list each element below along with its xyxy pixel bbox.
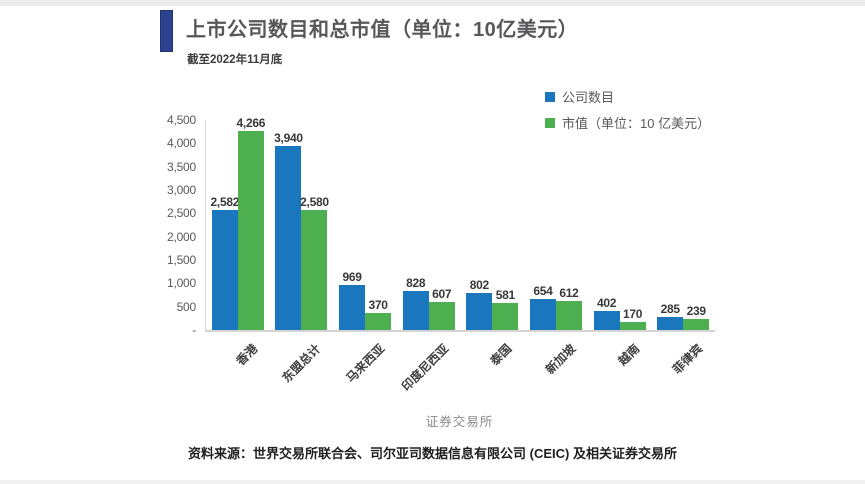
bar-companies-0	[211, 210, 238, 330]
plot-area: 2,582 4,266 3,940 2,580 969 370 828 607 802 581 65…	[205, 116, 715, 332]
bar-marketcap-7	[683, 319, 710, 330]
bar-value-label: 654	[533, 284, 553, 298]
bar-value-label: 170	[623, 307, 643, 321]
bar-companies-5	[529, 299, 556, 330]
x-category-label: 越南	[614, 341, 642, 369]
legend-item-marketcap: 市值（单位：10 亿美元）	[545, 113, 710, 132]
x-axis-title: 证券交易所	[425, 415, 494, 429]
y-tick-label: 1,500	[166, 253, 196, 267]
bar-value-label: 2,582	[210, 195, 240, 209]
bar-value-label: 370	[368, 298, 388, 312]
bar-marketcap-0	[237, 131, 264, 330]
bar-companies-2	[339, 285, 366, 330]
y-tick-label: 4,500	[166, 113, 196, 127]
top-edge-strip	[0, 0, 865, 6]
page-title: 上市公司数目和总市值（单位：10亿美元）	[186, 19, 579, 41]
x-category-label: 新加坡	[542, 341, 579, 377]
y-tick-label: 500	[176, 299, 197, 314]
bar-companies-6	[593, 311, 620, 330]
bar-marketcap-5	[555, 301, 582, 330]
bar-chart: 4,500 4,000 3,500 3,000 2,500 2,000 1,500 1,000…	[150, 85, 840, 445]
legend-swatch-marketcap-icon	[545, 117, 555, 128]
bar-companies-7	[657, 317, 684, 330]
y-tick-label: 2,000	[166, 229, 196, 244]
x-category-label: 香港	[233, 341, 261, 369]
x-category-label: 印度尼西亚	[398, 341, 452, 394]
bar-value-label: 828	[406, 276, 426, 290]
bar-value-label: 402	[597, 296, 617, 310]
title-accent-bar	[160, 10, 173, 52]
bar-marketcap-4	[492, 303, 519, 330]
bar-value-label: 607	[432, 287, 452, 301]
y-tick-label: 1,000	[166, 276, 196, 291]
bar-value-label: 969	[342, 270, 362, 284]
bar-marketcap-6	[619, 322, 646, 330]
legend-item-companies: 公司数目	[545, 87, 710, 106]
y-tick-label: -	[192, 323, 196, 337]
bar-marketcap-3	[428, 302, 455, 330]
x-category-label: 菲律宾	[670, 341, 706, 377]
legend-label-marketcap: 市值（单位：10 亿美元）	[562, 116, 711, 131]
x-category-label: 泰国	[487, 341, 515, 369]
bar-companies-1	[275, 146, 302, 330]
page-subtitle: 截至2022年11月底	[187, 54, 283, 66]
bar-marketcap-1	[301, 210, 328, 330]
y-tick-label: 3,000	[166, 183, 196, 197]
y-tick-label: 4,000	[166, 136, 196, 151]
bar-companies-4	[466, 293, 493, 330]
x-category-label: 马来西亚	[343, 341, 388, 386]
bar-value-label: 285	[660, 302, 680, 316]
y-tick-label: 2,500	[166, 206, 196, 221]
chart-legend: 公司数目 市值（单位：10 亿美元）	[545, 87, 710, 139]
source-note: 资料来源：世界交易所联合会、司尔亚司数据信息有限公司 (CEIC) 及相关证券交…	[188, 446, 677, 461]
bar-value-label: 3,940	[274, 131, 303, 145]
bar-value-label: 4,266	[236, 116, 266, 130]
bar-marketcap-2	[365, 313, 392, 330]
bar-value-label: 802	[469, 278, 489, 292]
bar-value-label: 581	[495, 288, 515, 302]
x-category-label: 东盟总计	[279, 341, 324, 386]
bar-value-label: 239	[686, 304, 706, 318]
y-tick-label: 3,500	[166, 159, 196, 174]
legend-label-companies: 公司数目	[562, 90, 615, 105]
legend-swatch-companies-icon	[545, 91, 555, 102]
bottom-edge-strip	[0, 480, 865, 484]
bar-companies-3	[402, 291, 429, 330]
bar-value-label: 612	[559, 286, 579, 300]
bar-value-label: 2,580	[300, 195, 329, 209]
